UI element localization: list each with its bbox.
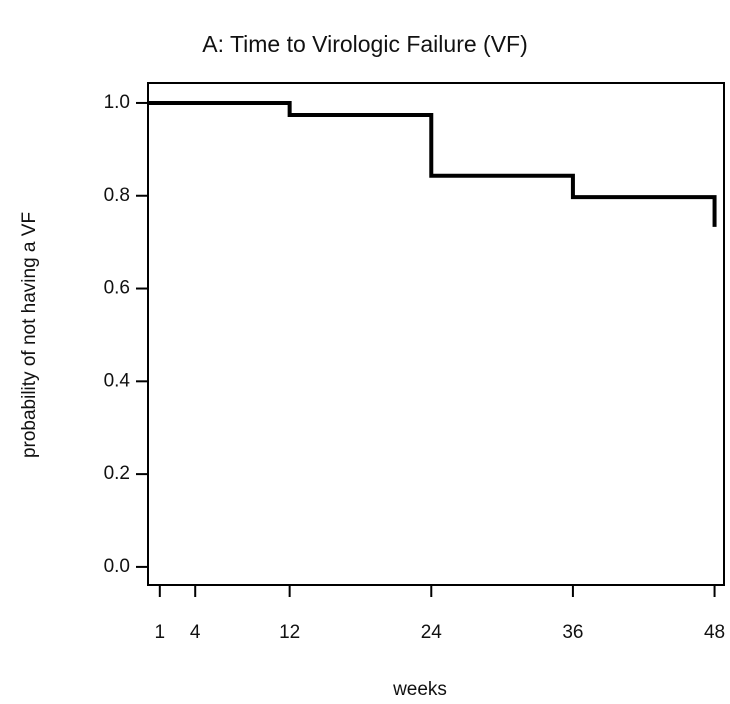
x-tick-label: 4 (190, 622, 201, 643)
y-tick-label: 0.4 (104, 370, 131, 391)
x-tick-label: 48 (704, 622, 725, 643)
x-tick-label: 1 (155, 622, 166, 643)
y-tick-label: 0.8 (104, 185, 130, 206)
x-axis-label: weeks (392, 679, 447, 700)
x-tick-label: 36 (562, 622, 583, 643)
chart-title: A: Time to Virologic Failure (VF) (202, 31, 528, 57)
plot-frame (147, 82, 725, 586)
survival-line (148, 100, 717, 227)
y-tick-label: 1.0 (104, 92, 130, 113)
y-tick-label: 0.2 (104, 463, 130, 484)
x-tick-label: 12 (279, 622, 300, 643)
y-tick-label: 0.0 (104, 556, 130, 577)
y-axis-label: probability of not having a VF (19, 212, 40, 458)
x-tick-label: 24 (421, 622, 443, 643)
y-tick-label: 0.6 (104, 278, 130, 299)
